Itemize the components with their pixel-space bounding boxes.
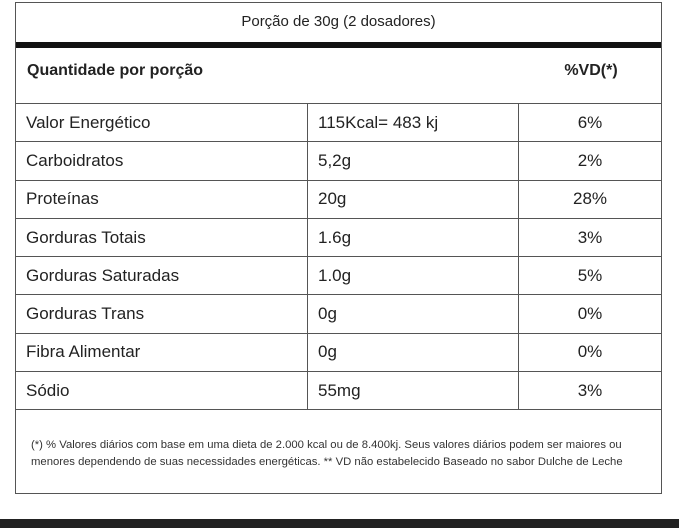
table-cell: 28% (518, 179, 662, 219)
table-cell: 6% (518, 102, 662, 143)
table-cell: 3% (518, 217, 662, 258)
column-header: Quantidade por porção (27, 62, 204, 79)
bottom-strip (0, 519, 679, 528)
table-cell: Carboidratos (15, 141, 308, 181)
table-cell: 115Kcal= 483 kj (307, 102, 519, 143)
table-row: Valor Energético 115Kcal= 483 kj 6% (15, 102, 662, 143)
table-cell: 3% (518, 371, 662, 411)
column-header: %VD(*) (564, 62, 618, 79)
nutrition-table: Valor Energético 115Kcal= 483 kj 6% Carboid… (15, 102, 662, 411)
table-cell: 55mg (307, 371, 519, 411)
table-row: Sódio 55mg 3% (15, 371, 662, 411)
table-row: Gorduras Trans 0g 0% (15, 294, 662, 334)
serving-title: Porção de 30g (2 dosadores) (241, 13, 436, 30)
table-cell: 2% (518, 141, 662, 181)
table-row: Gorduras Totais 1.6g 3% (15, 217, 662, 258)
table-cell: Gorduras Totais (15, 217, 308, 258)
table-cell: 1.6g (307, 217, 519, 258)
table-cell: Valor Energético (15, 102, 308, 143)
divider-bar (16, 42, 661, 48)
table-cell: Sódio (15, 371, 308, 411)
table-cell: 1.0g (307, 256, 519, 296)
table-cell: 5,2g (307, 141, 519, 181)
table-row: Proteínas 20g 28% (15, 179, 662, 219)
table-row: Carboidratos 5,2g 2% (15, 141, 662, 181)
table-cell: 0% (518, 332, 662, 373)
table-row: Fibra Alimentar 0g 0% (15, 332, 662, 373)
table-cell: 0g (307, 332, 519, 373)
table-cell: Gorduras Saturadas (15, 256, 308, 296)
table-cell: Proteínas (15, 179, 308, 219)
table-cell: Gorduras Trans (15, 294, 308, 334)
table-cell: 5% (518, 256, 662, 296)
table-cell: 20g (307, 179, 519, 219)
nutrition-panel: Porção de 30g (2 dosadores) Quantidade p… (15, 2, 662, 494)
table-row: Gorduras Saturadas 1.0g 5% (15, 256, 662, 296)
footnote: (*) % Valores diários com base em uma di… (31, 439, 623, 468)
table-cell: 0% (518, 294, 662, 334)
table-cell: 0g (307, 294, 519, 334)
table-cell: Fibra Alimentar (15, 332, 308, 373)
